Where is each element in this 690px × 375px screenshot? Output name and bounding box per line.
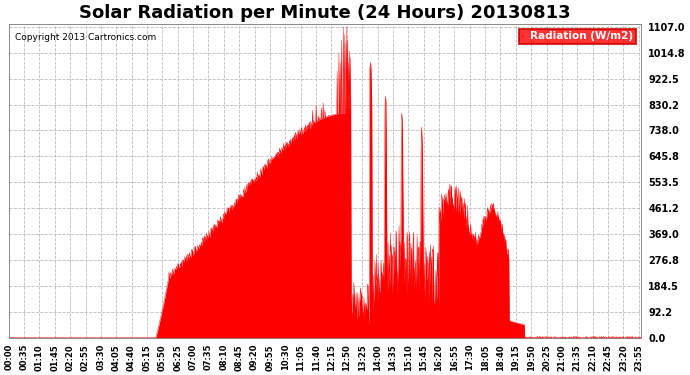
- Title: Solar Radiation per Minute (24 Hours) 20130813: Solar Radiation per Minute (24 Hours) 20…: [79, 4, 571, 22]
- Text: Copyright 2013 Cartronics.com: Copyright 2013 Cartronics.com: [15, 33, 156, 42]
- Legend: Radiation (W/m2): Radiation (W/m2): [519, 28, 635, 44]
